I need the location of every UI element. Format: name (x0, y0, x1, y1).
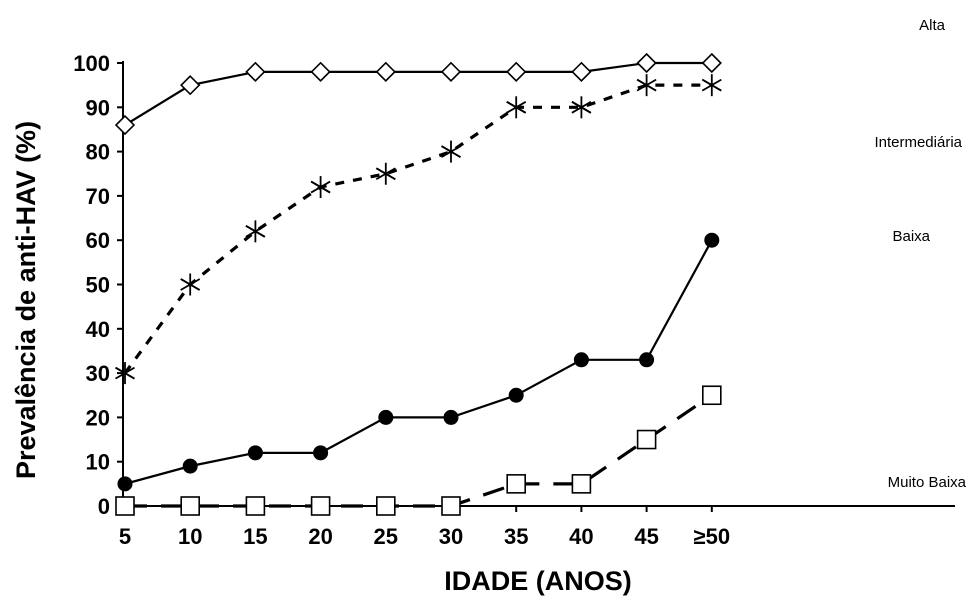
series-label: Intermediária (874, 134, 962, 151)
asterisk-marker (180, 273, 201, 296)
x-tick-label: 35 (504, 524, 528, 549)
square-marker (310, 496, 331, 516)
x-axis-title: IDADE (ANOS) (444, 566, 632, 596)
circle-marker (313, 445, 329, 461)
y-tick-label: 10 (86, 450, 110, 475)
x-tick-label: 10 (178, 524, 202, 549)
circle-marker (117, 476, 133, 492)
series-baixa (117, 232, 720, 492)
series-intermediária (115, 74, 722, 385)
diamond-marker (506, 61, 527, 82)
y-tick-label: 20 (86, 405, 110, 430)
asterisk-marker (245, 220, 266, 243)
x-tick-label: 30 (439, 524, 463, 549)
series-labels: Alta Intermediária Baixa Muito Baixa (874, 17, 966, 491)
y-tick-label: 70 (86, 184, 110, 209)
circle-marker (639, 352, 655, 368)
series-label: Baixa (892, 228, 930, 245)
diamond-marker (440, 61, 462, 82)
square-marker (245, 496, 266, 516)
x-tick-label: 20 (308, 524, 332, 549)
square-marker (441, 496, 461, 516)
x-tick-label: 40 (569, 524, 593, 549)
series-line (125, 393, 713, 508)
y-tick-label: 90 (86, 95, 110, 120)
tick-marks (117, 62, 713, 512)
asterisk-marker (441, 140, 461, 163)
diamond-marker (701, 52, 722, 74)
y-tick-label: 30 (86, 361, 110, 386)
circle-marker (704, 232, 720, 248)
circle-marker (573, 352, 589, 368)
asterisk-marker (571, 96, 592, 119)
circle-marker (508, 387, 524, 403)
y-tick-label: 50 (86, 273, 110, 298)
square-marker (636, 429, 657, 450)
y-axis-title: Prevalência de anti-HAV (%) (11, 121, 41, 479)
x-tick-label: ≥50 (694, 524, 731, 549)
series-line (124, 61, 712, 126)
axes (122, 61, 955, 507)
diamond-marker (114, 114, 136, 136)
square-marker (115, 496, 135, 516)
asterisk-marker (701, 74, 722, 97)
series-line (123, 83, 712, 375)
y-tick-label: 80 (86, 140, 110, 165)
diamond-marker (375, 61, 396, 82)
circle-marker (182, 458, 198, 474)
square-marker (180, 496, 200, 516)
circle-marker (378, 409, 394, 425)
tick-labels: 0 10 20 30 40 50 60 70 80 90 100 5 10 15 20 25 30 35 40 45 ≥… (73, 51, 730, 549)
y-tick-label: 40 (86, 317, 110, 342)
y-tick-label: 0 (98, 494, 110, 519)
x-tick-label: 5 (119, 524, 131, 549)
x-tick-label: 45 (634, 524, 658, 549)
series-layer (114, 52, 722, 516)
series-label: Muito Baixa (888, 474, 967, 491)
series-muito-baixa (115, 385, 722, 516)
y-tick-label: 60 (86, 228, 110, 253)
square-marker (701, 385, 722, 406)
diamond-marker (310, 61, 331, 82)
asterisk-marker (636, 74, 657, 97)
square-marker (571, 474, 592, 494)
diamond-marker (571, 61, 592, 82)
diamond-marker (245, 61, 266, 82)
asterisk-marker (310, 176, 331, 199)
asterisk-marker (375, 162, 396, 185)
square-marker (375, 496, 396, 516)
diamond-marker (636, 52, 657, 74)
circle-marker (443, 409, 459, 425)
diamond-marker (180, 75, 201, 96)
square-marker (506, 474, 527, 494)
circle-marker (247, 445, 263, 461)
asterisk-marker (506, 96, 527, 119)
x-tick-label: 15 (243, 524, 267, 549)
y-tick-label: 100 (73, 51, 110, 76)
series-alta (114, 52, 722, 136)
x-tick-label: 25 (374, 524, 398, 549)
asterisk-marker (115, 362, 135, 385)
series-line (124, 239, 713, 485)
series-label: Alta (919, 17, 946, 34)
